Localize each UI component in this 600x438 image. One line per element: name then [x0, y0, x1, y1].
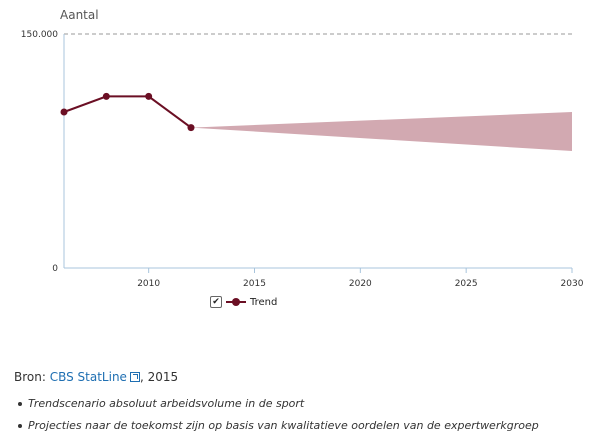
data-point	[60, 108, 68, 116]
chart-legend[interactable]: ✔ Trend	[210, 294, 277, 310]
series-line-trend	[63, 95, 192, 129]
legend-label-trend[interactable]: Trend	[250, 296, 278, 308]
data-point	[145, 92, 153, 100]
x-tick-label: 2030	[561, 279, 584, 289]
y-tick-label: 150.000	[21, 30, 58, 40]
projection-band	[191, 112, 572, 151]
source-line: Bron: CBS StatLine , 2015	[14, 370, 178, 384]
chart-container: Aantal 0 150.000 2010 2015 2020 2025 2030 ✔ Tr…	[21, 8, 584, 310]
x-tick-label: 2015	[243, 279, 266, 289]
external-link-icon[interactable]	[129, 372, 140, 382]
source-prefix: Bron:	[14, 370, 50, 384]
x-tick-label: 2025	[455, 279, 478, 289]
legend-checkbox[interactable]: ✔	[210, 296, 222, 308]
x-tick-label: 2010	[137, 279, 160, 289]
y-tick-label: 0	[52, 264, 58, 274]
source-suffix: , 2015	[139, 370, 179, 384]
source-link[interactable]: CBS StatLine	[49, 370, 127, 384]
line-chart: 0 150.000 2010 2015 2020 2025 2030	[21, 30, 584, 289]
x-tick-label: 2020	[349, 279, 372, 289]
data-point	[102, 92, 110, 100]
legend-series-marker-icon	[226, 297, 246, 307]
y-axis-title: Aantal	[60, 8, 99, 22]
data-point	[187, 124, 195, 132]
notes-list: Trendscenario absoluut arbeidsvolume in …	[14, 393, 539, 437]
note-item: Trendscenario absoluut arbeidsvolume in …	[18, 393, 539, 415]
note-item: Projecties naar de toekomst zijn op basi…	[18, 415, 539, 437]
